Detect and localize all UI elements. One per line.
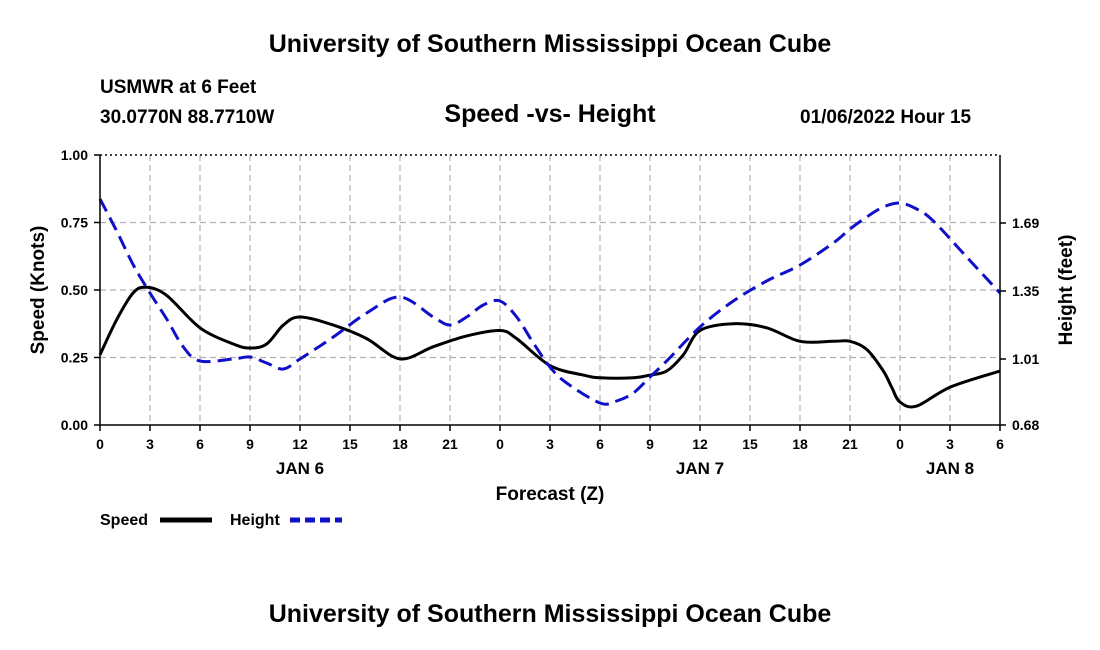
x-axis-title: Forecast (Z) [496,484,605,505]
y-axis-title: Speed (Knots) [28,226,49,355]
station-label: USMWR at 6 Feet [100,77,257,98]
x-tick-label: 0 [96,436,104,452]
x-tick-label: 9 [646,436,654,452]
legend: Speed Height [100,512,342,529]
series-line-height [98,198,1002,406]
y-tick-label: 0.50 [61,282,88,298]
day-label: JAN 8 [926,459,974,478]
x-tick-label: 3 [546,436,554,452]
chart-title: Speed -vs- Height [444,100,656,128]
y2-axis-title: Height (feet) [1056,235,1077,346]
series-line-speed [98,285,1001,409]
x-tick-label: 6 [996,436,1004,452]
y-tick-label: 0.75 [61,215,88,231]
y-tick-label: 0.00 [61,417,88,433]
legend-label-height: Height [230,512,280,529]
grid [100,155,1000,425]
y2-tick-label: 1.01 [1012,351,1039,367]
y2-tick-label: 1.69 [1012,215,1039,231]
ticks: 0 3 6 9 12 15 18 21 0 3 6 9 12 15 18 21 0 3 6 0.00 0.25 0.50 0… [61,147,1040,478]
x-tick-label: 12 [692,436,708,452]
page-title: University of Southern Mississippi Ocean… [268,30,832,58]
x-tick-label: 15 [342,436,358,452]
x-tick-label: 0 [496,436,504,452]
y-tick-label: 0.25 [61,350,88,366]
date-hour-label: 01/06/2022 Hour 15 [800,107,972,128]
x-tick-label: 3 [146,436,154,452]
x-tick-label: 15 [742,436,758,452]
legend-label-speed: Speed [100,512,148,529]
x-tick-label: 6 [196,436,204,452]
coordinates-label: 30.0770N 88.7710W [100,107,275,128]
x-tick-label: 0 [896,436,904,452]
x-tick-label: 3 [946,436,954,452]
y2-tick-label: 0.68 [1012,417,1039,433]
x-tick-label: 18 [792,436,808,452]
day-label: JAN 6 [276,459,324,478]
x-tick-label: 18 [392,436,408,452]
y-tick-label: 1.00 [61,147,88,163]
day-label: JAN 7 [676,459,724,478]
x-tick-label: 12 [292,436,308,452]
y2-tick-label: 1.35 [1012,283,1039,299]
x-tick-label: 9 [246,436,254,452]
footer-title: University of Southern Mississippi Ocean… [268,600,832,628]
x-tick-label: 21 [442,436,458,452]
series-layer [98,198,1002,409]
x-tick-label: 6 [596,436,604,452]
x-tick-label: 21 [842,436,858,452]
